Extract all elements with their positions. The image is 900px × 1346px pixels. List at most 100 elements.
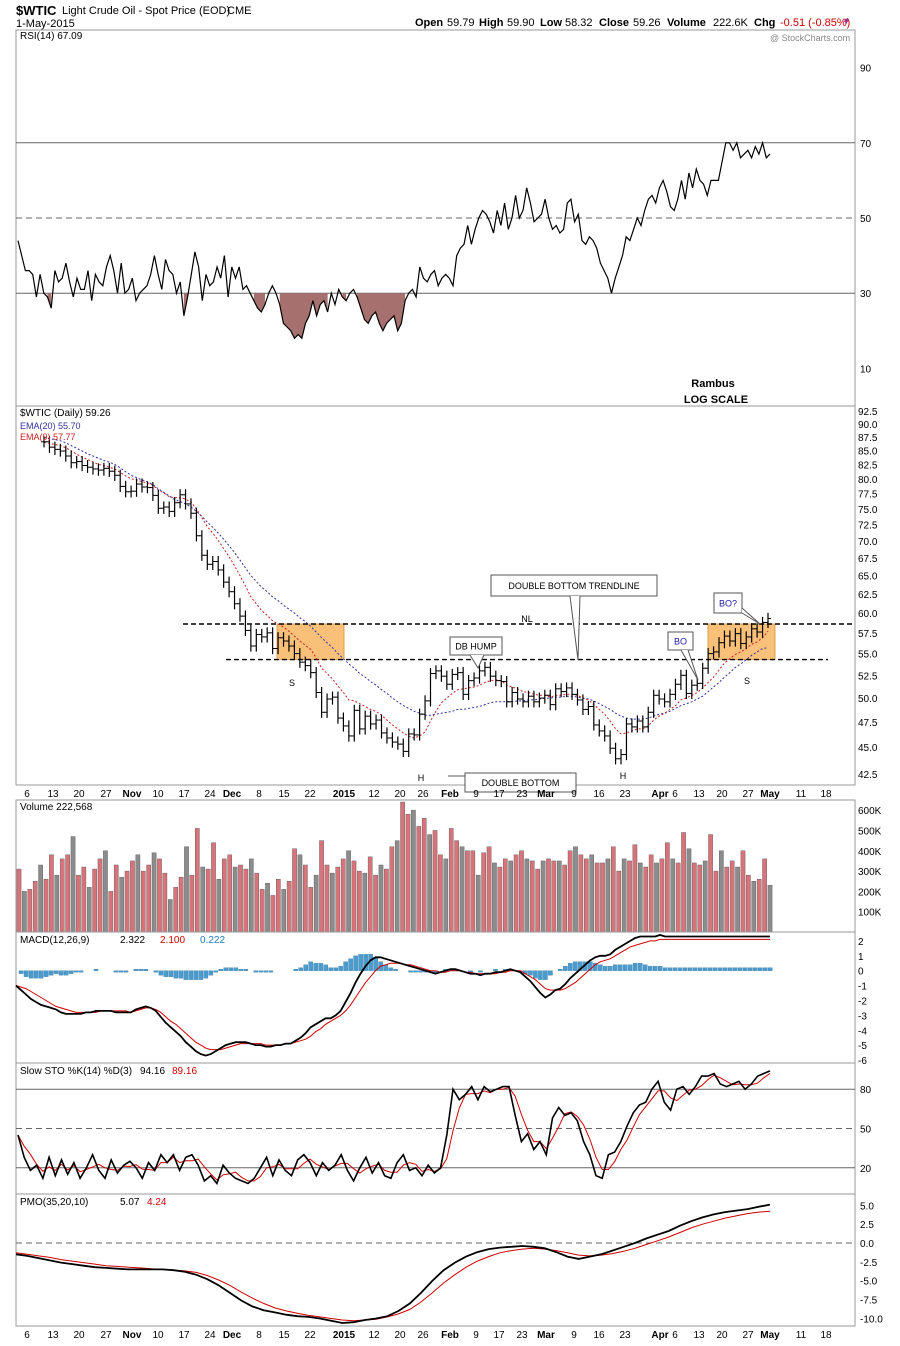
instrument-name: Light Crude Oil - Spot Price (EOD) <box>62 5 231 17</box>
bo-callout-pointer <box>680 649 699 681</box>
double-bottom-callout-pointer <box>448 775 466 782</box>
volume-bar <box>746 874 751 933</box>
volume-bar <box>135 854 141 933</box>
volume-bar <box>227 854 233 933</box>
volume-bar <box>611 846 616 933</box>
macd-histogram-bar <box>153 970 159 973</box>
stochastic-k-line <box>17 1070 771 1186</box>
date-label-top: 27 <box>100 789 112 800</box>
volume-bar <box>270 895 276 933</box>
volume-bar <box>76 874 81 933</box>
pmo-tick-label: -5.0 <box>860 1277 878 1288</box>
right-shoulder-label: S <box>744 676 750 686</box>
pmo-tick-label: 2.5 <box>860 1220 874 1231</box>
volume-bar <box>43 879 49 933</box>
macd-histogram-bar <box>58 970 64 976</box>
volume-bar <box>313 874 319 933</box>
chg-arrow-icon: ▼ <box>842 16 851 26</box>
date-label-top: 26 <box>417 789 429 800</box>
volume-bar <box>638 862 643 933</box>
watermark: @ StockCharts.com <box>770 33 851 43</box>
macd-histogram-bar <box>677 967 683 971</box>
volume-bar <box>108 891 114 933</box>
volume-bar <box>556 860 562 933</box>
date-label-bottom: Nov <box>123 1330 142 1341</box>
macd-histogram-bar <box>493 969 498 971</box>
volume-bar <box>454 840 459 933</box>
volume-bar <box>475 874 481 933</box>
macd-histogram-bar <box>667 967 673 971</box>
macd-histogram-bar <box>203 970 209 979</box>
date-label-top: 23 <box>516 789 528 800</box>
volume-bar <box>443 858 449 933</box>
date-label-bottom: 16 <box>593 1330 605 1341</box>
volume-bar <box>719 850 724 933</box>
volume-bar <box>600 862 605 933</box>
macd-histogram-bar <box>687 967 693 971</box>
volume-bar <box>124 870 130 933</box>
macd-histogram-bar <box>138 969 144 971</box>
volume-bar <box>486 846 492 933</box>
date-label-top: 27 <box>742 789 754 800</box>
bo-callout-box <box>667 631 694 651</box>
volume-bar <box>389 846 395 933</box>
chg-label: Chg <box>754 17 776 29</box>
rsi-tick-label: 30 <box>860 289 872 300</box>
macd-tick-label: -2 <box>858 996 867 1007</box>
macd-histogram-bar <box>717 967 723 971</box>
macd-histogram-bar <box>343 961 348 971</box>
macd-histogram-bar <box>358 954 363 971</box>
price-tick-label: 65.0 <box>858 572 878 583</box>
macd-histogram-bar <box>163 970 169 977</box>
macd-histogram-bar <box>183 970 189 980</box>
volume-bar <box>767 885 773 933</box>
volume-bar <box>92 868 97 933</box>
volume-bar <box>621 858 627 933</box>
volume-bar <box>589 854 594 933</box>
rsi-oversold-fill <box>253 293 265 312</box>
price-tick-label: 87.5 <box>858 433 878 444</box>
volume-bar <box>59 858 65 933</box>
macd-histogram-bar <box>333 967 338 971</box>
price-tick-label: 67.5 <box>858 554 878 565</box>
volume-title: Volume 222,568 <box>20 802 93 813</box>
volume-bar <box>400 801 405 933</box>
date-label-top: Feb <box>441 789 459 800</box>
macd-histogram-bar <box>208 970 214 976</box>
volume-bar <box>32 881 38 933</box>
macd-histogram-bar <box>93 969 99 971</box>
macd-histogram-bar <box>727 967 733 971</box>
price-tick-label: 92.5 <box>858 407 878 418</box>
date-label-top: 23 <box>619 789 631 800</box>
volume-bar <box>513 854 519 933</box>
macd-histogram-bar <box>223 967 229 971</box>
date-label-top: 15 <box>278 789 290 800</box>
right-shoulder-box <box>707 623 776 661</box>
macd-histogram-bar <box>253 970 259 973</box>
volume-bar <box>151 852 157 933</box>
bo-question-callout: BO? <box>719 599 737 609</box>
volume-bar <box>119 876 124 933</box>
volume-bar <box>189 874 195 933</box>
volume-bar <box>276 879 281 933</box>
macd-histogram-bar <box>628 964 633 971</box>
price-tick-label: 45.0 <box>858 743 878 754</box>
date-label-bottom: 27 <box>100 1330 112 1341</box>
macd-histogram-bar <box>418 970 423 973</box>
volume-bar <box>432 830 438 933</box>
macd-histogram-bar <box>692 967 698 971</box>
date-label: 1-May-2015 <box>16 18 75 30</box>
price-tick-label: 57.5 <box>858 629 878 640</box>
volume-bar <box>578 854 584 933</box>
macd-histogram-bar <box>742 967 748 971</box>
macd-histogram-bar <box>118 970 124 973</box>
volume-bar <box>459 846 465 933</box>
macd-histogram-bar <box>603 966 608 971</box>
date-label-bottom: Mar <box>537 1330 555 1341</box>
macd-histogram-bar <box>178 970 184 979</box>
volume-bar <box>97 858 103 933</box>
macd-histogram-bar <box>408 970 413 973</box>
ema9-legend: EMA(9) 57.77 <box>20 432 76 442</box>
date-label-top: 6 <box>24 789 30 800</box>
date-label-bottom: Apr <box>651 1330 668 1341</box>
